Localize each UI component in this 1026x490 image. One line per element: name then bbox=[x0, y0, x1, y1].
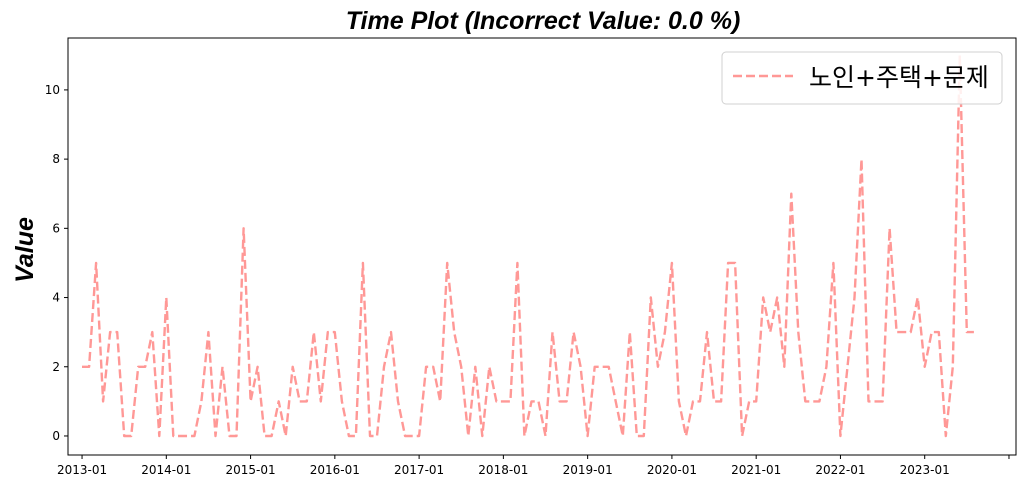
axes: 0 2 4 6 8 10 2013-01 2014-01 2015-01 2016-01 2017-… bbox=[45, 37, 1017, 477]
legend: 노인+주택+문제 bbox=[721, 51, 1003, 105]
y-tick-label: 6 bbox=[52, 221, 60, 235]
x-tick-label: 2020-01 bbox=[647, 463, 697, 477]
y-tick-label: 4 bbox=[52, 291, 60, 305]
plot-area bbox=[82, 54, 974, 438]
x-tick-label: 2013-01 bbox=[57, 463, 107, 477]
y-tick-label: 8 bbox=[52, 152, 60, 166]
x-tick-label: 2019-01 bbox=[563, 463, 613, 477]
series-line bbox=[82, 54, 974, 438]
axes-frame bbox=[67, 37, 1017, 456]
chart-title: Time Plot (Incorrect Value: 0.0 %) bbox=[346, 7, 741, 35]
x-tick-label: 2014-01 bbox=[141, 463, 191, 477]
y-tick-label: 0 bbox=[52, 429, 60, 443]
x-tick-label: 2023-01 bbox=[900, 463, 950, 477]
x-tick-label: 2017-01 bbox=[394, 463, 444, 477]
y-tick-label: 2 bbox=[52, 360, 60, 374]
x-tick-label: 2015-01 bbox=[226, 463, 276, 477]
x-tick-label: 2022-01 bbox=[815, 463, 865, 477]
legend-label: 노인+주택+문제 bbox=[809, 63, 989, 92]
y-tick-label: 10 bbox=[45, 83, 60, 97]
x-tick-label: 2021-01 bbox=[731, 463, 781, 477]
x-tick-label: 2018-01 bbox=[478, 463, 528, 477]
y-axis-label: Value bbox=[11, 217, 39, 283]
x-tick-label: 2016-01 bbox=[310, 463, 360, 477]
legend-box bbox=[721, 51, 1003, 105]
